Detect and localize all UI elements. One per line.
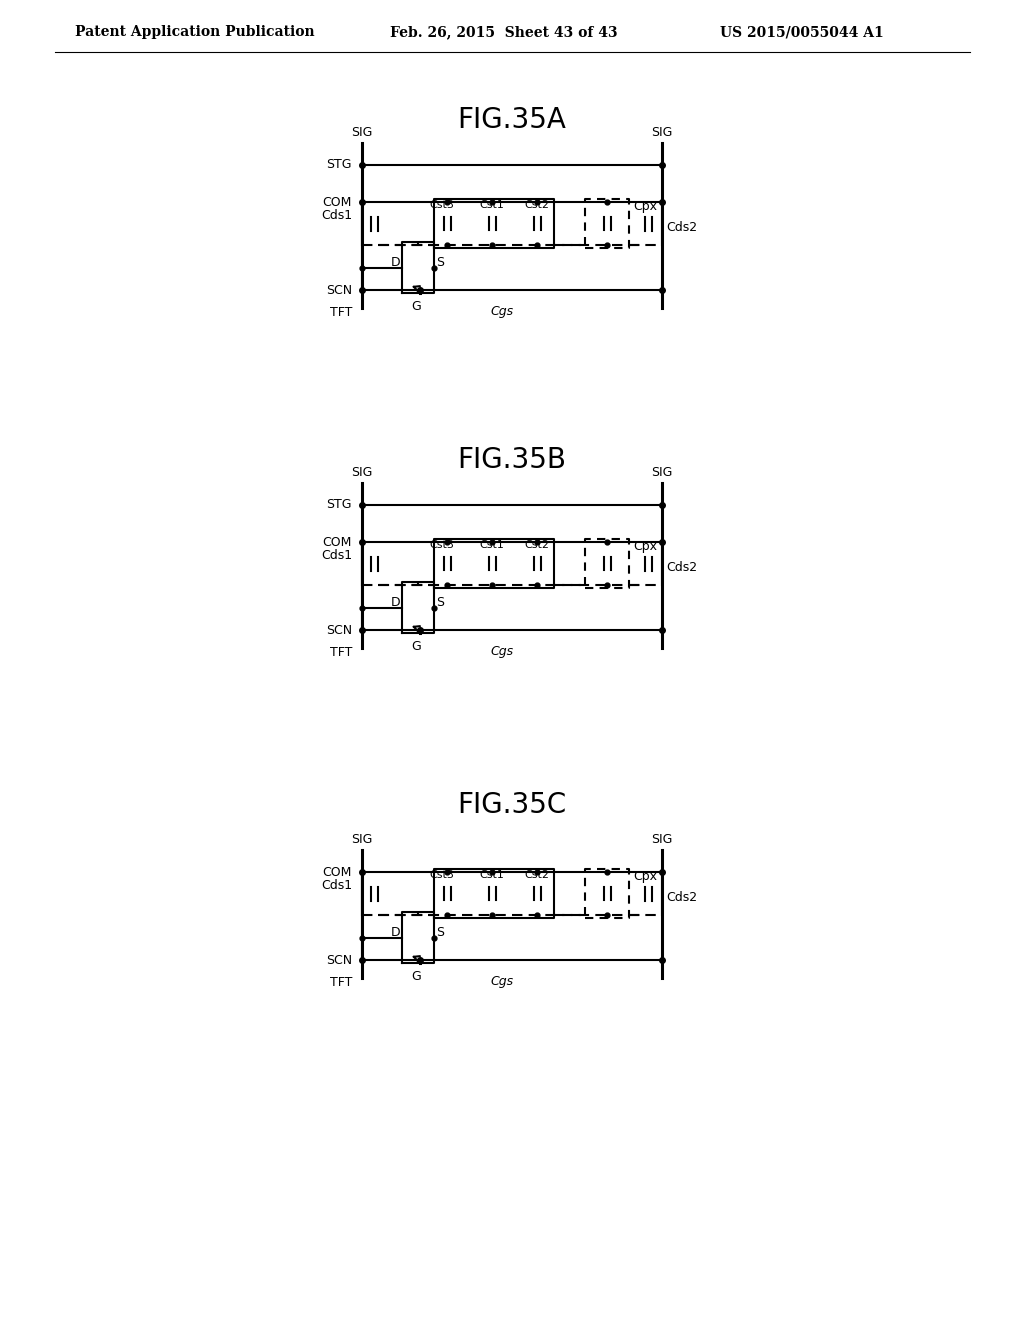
Text: Cst1: Cst1 — [479, 201, 505, 210]
Text: Cst2: Cst2 — [524, 201, 550, 210]
Text: Patent Application Publication: Patent Application Publication — [75, 25, 314, 40]
Text: Cpx: Cpx — [633, 540, 657, 553]
Text: SCN: SCN — [326, 623, 352, 636]
Text: SIG: SIG — [351, 833, 373, 846]
Text: STG: STG — [327, 499, 352, 511]
Text: COM: COM — [323, 536, 352, 549]
Text: G: G — [411, 640, 421, 653]
Text: Cgs: Cgs — [490, 645, 514, 659]
Text: Cst3: Cst3 — [429, 540, 455, 550]
Text: Cpx: Cpx — [633, 870, 657, 883]
Text: FIG.35B: FIG.35B — [458, 446, 566, 474]
Text: Cds2: Cds2 — [666, 561, 697, 574]
Text: Cpx: Cpx — [633, 201, 657, 213]
Text: TFT: TFT — [330, 645, 352, 659]
Text: D: D — [390, 256, 400, 269]
Text: SIG: SIG — [651, 833, 673, 846]
Text: Cds2: Cds2 — [666, 891, 697, 904]
Text: Cst1: Cst1 — [479, 540, 505, 550]
Text: S: S — [436, 256, 444, 269]
Text: SCN: SCN — [326, 953, 352, 966]
Text: Feb. 26, 2015  Sheet 43 of 43: Feb. 26, 2015 Sheet 43 of 43 — [390, 25, 617, 40]
Text: SIG: SIG — [651, 466, 673, 479]
Text: US 2015/0055044 A1: US 2015/0055044 A1 — [720, 25, 884, 40]
Text: D: D — [390, 597, 400, 609]
Text: G: G — [411, 970, 421, 983]
Text: STG: STG — [327, 158, 352, 172]
Text: Cds1: Cds1 — [321, 879, 352, 892]
Text: COM: COM — [323, 195, 352, 209]
Text: Cst3: Cst3 — [429, 201, 455, 210]
Text: Cds2: Cds2 — [666, 220, 697, 234]
Text: S: S — [436, 597, 444, 609]
Text: Cst2: Cst2 — [524, 870, 550, 880]
Text: FIG.35C: FIG.35C — [458, 791, 566, 818]
Text: FIG.35A: FIG.35A — [458, 106, 566, 135]
Text: Cst3: Cst3 — [429, 870, 455, 880]
Text: SIG: SIG — [351, 125, 373, 139]
Text: SIG: SIG — [351, 466, 373, 479]
Text: Cds1: Cds1 — [321, 209, 352, 222]
Text: Cgs: Cgs — [490, 975, 514, 989]
Text: Cgs: Cgs — [490, 305, 514, 318]
Text: D: D — [390, 927, 400, 939]
Text: TFT: TFT — [330, 305, 352, 318]
Text: S: S — [436, 927, 444, 939]
Text: Cst1: Cst1 — [479, 870, 505, 880]
Text: SCN: SCN — [326, 284, 352, 297]
Text: Cds1: Cds1 — [321, 549, 352, 562]
Text: TFT: TFT — [330, 975, 352, 989]
Text: SIG: SIG — [651, 125, 673, 139]
Text: Cst2: Cst2 — [524, 540, 550, 550]
Text: G: G — [411, 300, 421, 313]
Text: COM: COM — [323, 866, 352, 879]
